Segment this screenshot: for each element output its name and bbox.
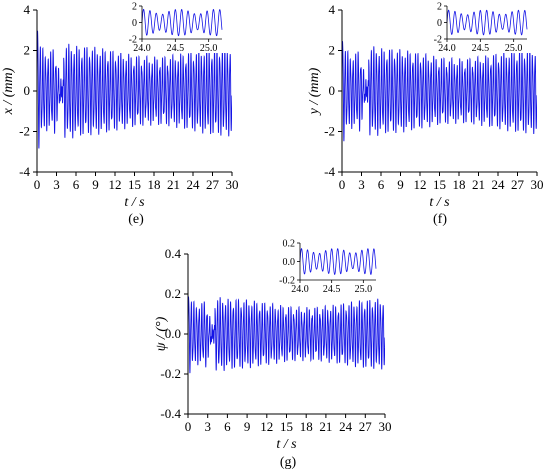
y-tick-label: 0.2 — [165, 286, 181, 301]
x-tick-label: 30 — [379, 419, 392, 434]
inset-y-tick-label: 0 — [437, 18, 442, 29]
y-tick-label: 2 — [24, 43, 31, 58]
inset-y-tick-label: -2 — [434, 35, 442, 46]
inset-x-tick-label: 25.0 — [505, 43, 523, 54]
x-tick-label: 6 — [224, 419, 231, 434]
y-axis-label: x / (mm) — [1, 67, 16, 115]
inset-y-tick-label: 0.2 — [283, 239, 296, 250]
x-tick-label: 12 — [414, 177, 427, 192]
y-tick-label: -4 — [324, 164, 335, 179]
panel-caption: (g) — [280, 455, 297, 470]
x-tick-label: 9 — [244, 419, 251, 434]
x-tick-label: 24 — [492, 177, 506, 192]
chart-panel-g: 0 3 6 9 12 15 18 21 24 27 30 -0.4 -0.2 0.0 0.2 0.4 t / s… — [154, 239, 392, 471]
x-tick-label: 30 — [531, 177, 544, 192]
y-tick-label: -0.2 — [160, 366, 181, 381]
inset-chart: 24.0 24.5 25.0 -0.2 0.0 0.2 — [274, 239, 382, 295]
x-tick-label: 6 — [73, 177, 80, 192]
inset-x-tick-label: 24.0 — [133, 43, 151, 54]
x-tick-label: 21 — [319, 419, 332, 434]
x-tick-label: 12 — [109, 177, 122, 192]
x-tick-label: 0 — [185, 419, 192, 434]
x-tick-label: 0 — [339, 177, 346, 192]
y-tick-label: 0 — [329, 83, 336, 98]
inset-y-tick-label: 0.0 — [283, 257, 296, 268]
y-tick-label: -2 — [19, 124, 30, 139]
x-tick-label: 3 — [358, 177, 365, 192]
inset-x-tick-label: 24.0 — [438, 43, 456, 54]
inset-x-tick-label: 25.0 — [355, 284, 373, 295]
inset-y-tick-label: -0.2 — [279, 276, 295, 287]
y-tick-label: 0.0 — [165, 326, 181, 341]
y-tick-label: -2 — [324, 124, 335, 139]
inset-y-tick-label: -2 — [129, 35, 137, 46]
series-line — [188, 295, 385, 374]
y-axis-label: ψ / (°) — [154, 316, 169, 351]
y-tick-label: 4 — [24, 2, 31, 17]
inset-x-tick-label: 24.5 — [167, 43, 185, 54]
y-tick-label: 0 — [24, 83, 31, 98]
x-tick-label: 3 — [204, 419, 211, 434]
x-tick-label: 18 — [300, 419, 313, 434]
x-tick-label: 27 — [359, 419, 373, 434]
inset-series-line — [299, 248, 377, 275]
inset-chart: 24.0 24.5 25.0 -2 0 2 — [116, 2, 228, 54]
inset-x-tick-label: 24.5 — [323, 284, 341, 295]
x-tick-label: 21 — [472, 177, 485, 192]
inset-x-tick-label: 24.5 — [472, 43, 490, 54]
x-tick-label: 18 — [148, 177, 161, 192]
x-tick-label: 30 — [226, 177, 239, 192]
x-tick-label: 24 — [339, 419, 353, 434]
panel-caption: (e) — [128, 212, 144, 227]
y-axis-label: y / (mm) — [307, 67, 322, 116]
x-tick-label: 24 — [187, 177, 201, 192]
x-tick-label: 27 — [511, 177, 525, 192]
x-tick-label: 12 — [260, 419, 273, 434]
x-tick-label: 9 — [397, 177, 404, 192]
x-tick-label: 21 — [167, 177, 180, 192]
x-tick-label: 6 — [378, 177, 385, 192]
inset-chart: 24.0 24.5 25.0 -2 0 2 — [421, 2, 533, 54]
x-tick-label: 0 — [34, 177, 41, 192]
x-tick-label: 15 — [128, 177, 141, 192]
x-tick-label: 3 — [53, 177, 60, 192]
inset-x-tick-label: 25.0 — [200, 43, 218, 54]
series-line — [342, 40, 537, 142]
inset-series-line — [141, 8, 223, 37]
y-tick-label: 0.4 — [165, 246, 182, 261]
y-tick-label: 4 — [329, 2, 336, 17]
x-tick-label: 9 — [92, 177, 99, 192]
inset-y-tick-label: 2 — [132, 2, 137, 13]
x-axis-label: t / s — [429, 195, 450, 210]
x-tick-label: 15 — [433, 177, 446, 192]
x-tick-label: 15 — [280, 419, 293, 434]
inset-y-tick-label: 2 — [437, 2, 442, 13]
panel-caption: (f) — [433, 212, 447, 227]
inset-series-line — [446, 9, 528, 36]
y-tick-label: -4 — [19, 164, 30, 179]
x-axis-label: t / s — [124, 195, 145, 210]
series-line — [37, 30, 232, 149]
x-tick-label: 18 — [453, 177, 466, 192]
y-tick-label: 2 — [329, 43, 336, 58]
x-tick-label: 27 — [206, 177, 220, 192]
x-axis-label: t / s — [276, 437, 297, 452]
inset-x-tick-label: 24.0 — [291, 284, 309, 295]
y-tick-label: -0.4 — [160, 406, 181, 421]
inset-y-tick-label: 0 — [132, 18, 137, 29]
